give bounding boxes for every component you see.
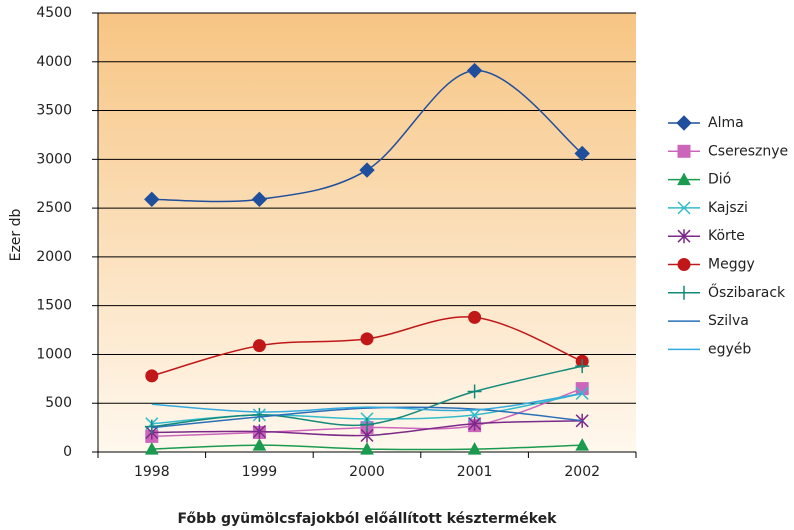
legend-label: Alma: [708, 115, 744, 131]
legend-marker: [677, 172, 691, 186]
marker: [252, 407, 267, 422]
y-tick-label: 4000: [36, 54, 72, 70]
marker: [467, 442, 482, 455]
x-tick-label: 1999: [242, 464, 278, 480]
marker: [575, 359, 590, 374]
marker: [144, 442, 159, 455]
marker: [574, 145, 590, 162]
legend-label: Körte: [708, 228, 745, 244]
legend-label: Őszibarack: [708, 283, 786, 301]
marker: [360, 332, 374, 346]
y-tick-label: 3500: [36, 103, 72, 119]
x-tick-label: 2001: [457, 464, 493, 480]
marker: [252, 339, 266, 353]
legend-label: Szilva: [708, 313, 749, 329]
legend-marker: [677, 229, 691, 244]
marker: [468, 416, 482, 431]
legend-label: Meggy: [708, 257, 755, 273]
legend-label: Dió: [708, 172, 731, 188]
legend-label: Kajszi: [708, 200, 748, 216]
marker: [468, 310, 482, 324]
marker: [467, 384, 482, 399]
marker: [144, 191, 160, 208]
legend-marker: [677, 144, 691, 158]
y-tick-label: 1000: [36, 346, 72, 362]
legend-marker: [676, 115, 692, 131]
y-tick-label: 4500: [36, 5, 72, 21]
marker: [145, 369, 159, 383]
marker: [252, 438, 267, 451]
marker: [360, 442, 374, 455]
y-tick-label: 2000: [36, 249, 72, 265]
legend-label: egyéb: [708, 341, 751, 357]
marker: [359, 162, 375, 178]
marker: [466, 62, 483, 79]
marker: [252, 424, 266, 439]
y-tick-label: 1500: [36, 298, 72, 314]
x-tick-label: 1998: [134, 464, 170, 480]
x-tick-label: 2000: [349, 464, 385, 480]
marker: [575, 438, 590, 451]
marker: [360, 417, 374, 432]
marker: [575, 382, 589, 396]
y-tick-label: 3000: [36, 151, 72, 167]
legend-label: Cseresznye: [708, 143, 788, 159]
series-line: [151, 406, 583, 429]
y-tick-label: 0: [63, 444, 72, 460]
series-line: [151, 69, 583, 203]
chart-title: Főbb gyümölcsfajokból előállított készte…: [177, 511, 557, 527]
plot-area: [98, 13, 636, 452]
marker: [251, 191, 268, 208]
y-axis-label: Ezer db: [8, 208, 24, 261]
y-tick-label: 500: [45, 395, 72, 411]
legend-marker: [677, 285, 691, 300]
y-tick-label: 2500: [36, 200, 72, 216]
legend-marker: [677, 258, 691, 271]
series-line: [151, 392, 583, 413]
legend-marker: [677, 201, 691, 215]
x-tick-label: 2002: [564, 464, 600, 480]
